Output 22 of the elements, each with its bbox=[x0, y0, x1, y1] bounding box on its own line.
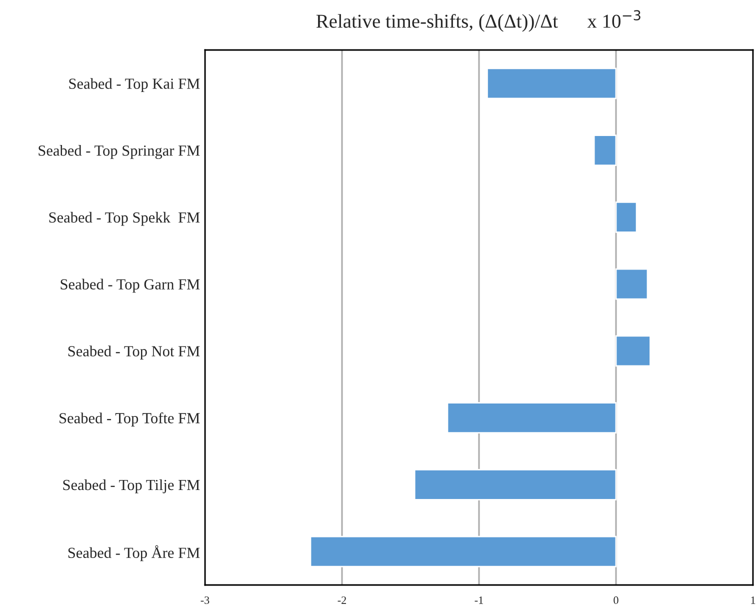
y-tick-label: Seabed - Top Garn FM bbox=[60, 278, 200, 293]
y-tick-label: Seabed - Top Not FM bbox=[68, 346, 200, 360]
x-tick-label: 1 bbox=[751, 596, 756, 604]
x-tick-label: -1 bbox=[474, 596, 483, 604]
bar bbox=[486, 68, 617, 100]
bar bbox=[615, 268, 648, 300]
x-tick-label: -2 bbox=[338, 596, 346, 604]
y-tick-label: Seabed - Top Spekk FM bbox=[49, 212, 200, 226]
bar bbox=[310, 536, 617, 568]
y-tick-label: Seabed - Top Åre FM bbox=[68, 545, 200, 562]
y-tick-label: Seabed - Top Springar FM bbox=[38, 145, 200, 159]
bar bbox=[446, 402, 617, 434]
chart-title: Relative time-shifts, (Δ(Δt))/Δt x 10$^{−3}$ bbox=[316, 10, 640, 32]
x-tick-label: -3 bbox=[200, 596, 210, 604]
y-tick-label: Seabed - Top Tilje FM bbox=[63, 479, 200, 494]
x-tick-label: 0 bbox=[614, 596, 618, 604]
bar bbox=[593, 134, 617, 166]
y-tick-label: Seabed - Top Tofte FM bbox=[60, 412, 200, 426]
bar bbox=[414, 468, 617, 500]
y-tick-label: Seabed - Top Kai FM bbox=[69, 78, 200, 92]
bar bbox=[615, 201, 638, 233]
bar bbox=[615, 335, 651, 367]
